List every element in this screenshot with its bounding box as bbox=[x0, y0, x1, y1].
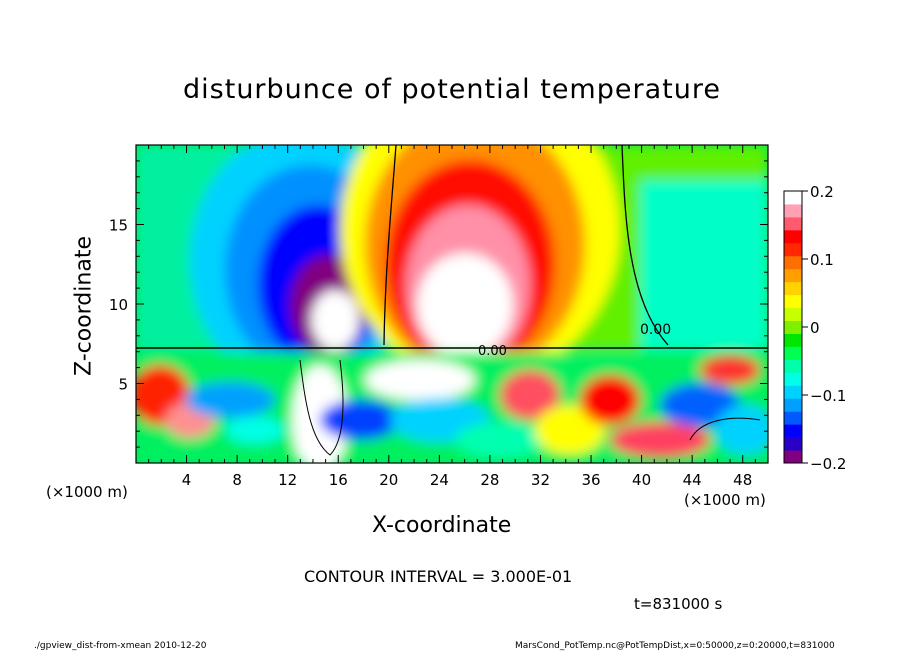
colorbar-tick-label: −0.1 bbox=[810, 387, 846, 405]
x-axis: 4 8 12 16 20 24 28 32 36 40 44 48 bbox=[148, 145, 769, 489]
colorbar-swatch bbox=[784, 346, 802, 360]
x-tick-label: 4 bbox=[182, 471, 192, 489]
colorbar bbox=[784, 191, 802, 464]
colorbar-swatch bbox=[784, 203, 802, 218]
y-tick-label: 10 bbox=[109, 296, 128, 314]
colorbar-swatch bbox=[784, 372, 802, 386]
colorbar-swatch bbox=[784, 294, 802, 309]
x-unit-label-left: (×1000 m) bbox=[46, 483, 128, 501]
colorbar-tick-label: 0.1 bbox=[810, 251, 834, 269]
colorbar-ticks: 0.2 0.1 0 −0.1 −0.2 bbox=[802, 183, 846, 473]
x-unit-label-right: (×1000 m) bbox=[684, 491, 766, 509]
colorbar-swatch bbox=[784, 320, 802, 334]
x-tick-label: 8 bbox=[232, 471, 242, 489]
chart-title: disturbunce of potential temperature bbox=[183, 74, 721, 105]
y-axis: 5 10 15 bbox=[109, 160, 768, 448]
x-tick-label: 28 bbox=[480, 471, 499, 489]
x-tick-label: 40 bbox=[632, 471, 651, 489]
y-tick-label: 5 bbox=[118, 376, 128, 394]
footer-left: ./gpview_dist-from-xmean 2010-12-20 bbox=[34, 641, 207, 651]
y-axis-label: Z-coordinate bbox=[71, 236, 97, 376]
colorbar-swatch bbox=[784, 359, 802, 373]
x-tick-label: 48 bbox=[733, 471, 752, 489]
x-tick-label: 36 bbox=[581, 471, 600, 489]
x-axis-label: X-coordinate bbox=[372, 513, 512, 538]
colorbar-tick-label: 0 bbox=[810, 319, 820, 337]
colorbar-swatch bbox=[784, 398, 802, 412]
colorbar-swatch bbox=[784, 333, 802, 347]
x-tick-label: 44 bbox=[683, 471, 702, 489]
colorbar-swatch bbox=[784, 437, 802, 451]
footer-right: MarsCond_PotTemp.nc@PotTempDist,x=0:5000… bbox=[515, 641, 835, 651]
colorbar-swatch bbox=[784, 411, 802, 425]
colorbar-swatch bbox=[784, 255, 802, 270]
colorbar-swatch bbox=[784, 307, 802, 322]
heatmap-field bbox=[136, 145, 768, 463]
colorbar-swatch bbox=[784, 424, 802, 438]
colorbar-swatch bbox=[784, 268, 802, 283]
y-tick-label: 15 bbox=[109, 217, 128, 235]
x-tick-label: 32 bbox=[531, 471, 550, 489]
colorbar-swatch bbox=[784, 450, 802, 464]
colorbar-swatch bbox=[784, 216, 802, 231]
colorbar-swatch bbox=[784, 385, 802, 399]
colorbar-swatch bbox=[784, 281, 802, 296]
colorbar-tick-label: 0.2 bbox=[810, 183, 834, 201]
contour-label: 0.00 bbox=[478, 344, 507, 359]
contour-label: 0.00 bbox=[640, 322, 671, 338]
contour-interval: CONTOUR INTERVAL = 3.000E-01 bbox=[304, 567, 573, 586]
colorbar-swatch bbox=[784, 191, 802, 205]
time-label: t=831000 s bbox=[634, 595, 723, 613]
colorbar-tick-label: −0.2 bbox=[810, 455, 846, 473]
x-tick-label: 24 bbox=[430, 471, 449, 489]
x-tick-label: 12 bbox=[278, 471, 297, 489]
x-tick-label: 16 bbox=[329, 471, 348, 489]
x-tick-label: 20 bbox=[379, 471, 398, 489]
colorbar-swatch bbox=[784, 229, 802, 244]
colorbar-swatch bbox=[784, 242, 802, 257]
